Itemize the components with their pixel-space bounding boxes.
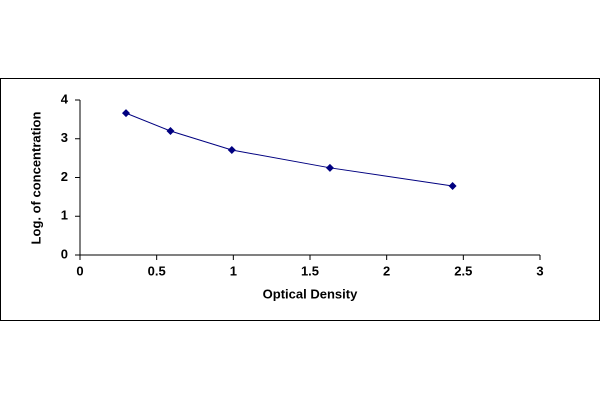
y-tick-label: 0 (61, 246, 68, 261)
y-axis-label: Log. of concentration (28, 112, 43, 245)
x-tick-label: 2 (383, 263, 390, 278)
x-tick-label: 0.5 (148, 263, 166, 278)
x-tick-label: 1.5 (301, 263, 319, 278)
x-tick-label: 1 (230, 263, 237, 278)
x-tick-label: 3 (536, 263, 543, 278)
y-tick-label: 2 (61, 169, 68, 184)
data-point (166, 127, 175, 135)
data-point (227, 145, 236, 154)
y-tick-label: 3 (61, 130, 68, 145)
x-axis-label: Optical Density (263, 286, 358, 301)
x-tick-label: 0 (76, 263, 83, 278)
data-point (325, 163, 334, 172)
data-point (122, 109, 130, 118)
x-tick-label: 2.5 (454, 263, 472, 278)
series-line (125, 112, 453, 187)
chart-frame (0, 78, 600, 321)
y-tick-label: 1 (61, 208, 68, 223)
y-tick-label: 4 (61, 91, 69, 106)
data-point (448, 182, 457, 191)
